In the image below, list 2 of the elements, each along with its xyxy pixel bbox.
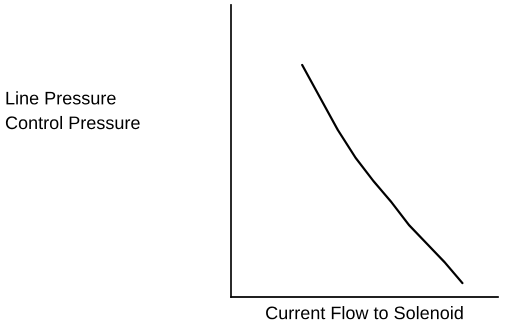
x-axis-title: Current Flow to Solenoid: [266, 306, 463, 320]
text: Line Pressure Control Pressure: [6, 91, 140, 130]
